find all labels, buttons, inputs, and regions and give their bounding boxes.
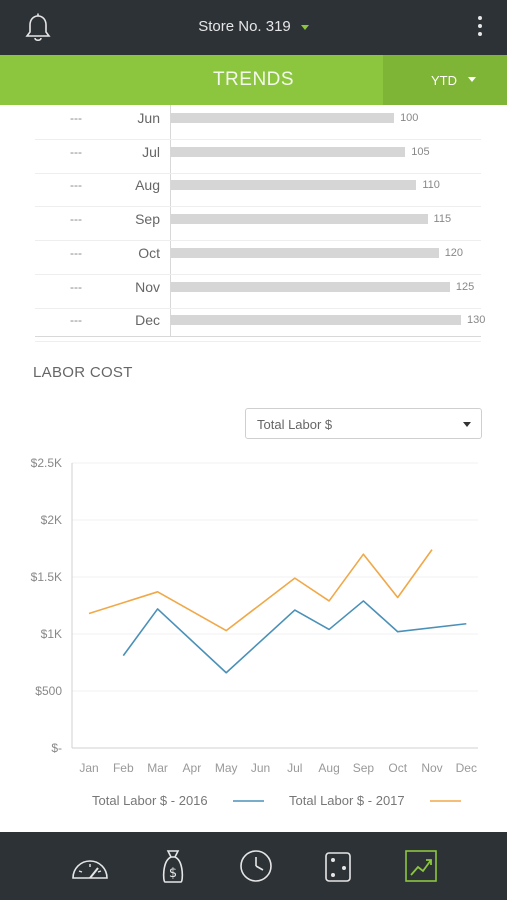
- bar-row-value: 115: [433, 213, 452, 226]
- bar-row-dash: ---: [70, 144, 82, 159]
- period-label: YTD: [431, 73, 457, 88]
- series-line-1: [122, 600, 467, 674]
- trends-title: TRENDS: [212, 69, 295, 90]
- store-selector[interactable]: Store No. 319: [0, 18, 507, 35]
- bar-row-dash: ---: [70, 245, 82, 260]
- bar-row-oct: --- Oct 120: [35, 240, 481, 275]
- bar-row-value: 100: [400, 112, 419, 124]
- bar-row-month: Aug: [135, 177, 160, 194]
- more-options-icon[interactable]: [477, 16, 483, 40]
- bar-row-value: 120: [444, 246, 464, 259]
- bar-row-nov: --- Nov 125: [35, 274, 481, 309]
- store-label: Store No. 319: [198, 18, 291, 35]
- bar-axis: [170, 105, 171, 337]
- bar-row-dash: ---: [70, 279, 82, 294]
- bar-row-value: 130: [467, 314, 486, 327]
- x-tick-label: Mar: [147, 761, 168, 775]
- bar-row-dash: ---: [70, 111, 82, 125]
- x-tick-label: Nov: [421, 761, 442, 775]
- monthly-bar-list: --- Jun 100 --- Jul 105 --- Aug 110 --- Sep 115 --- O…: [35, 105, 485, 343]
- x-tick-label: Oct: [388, 761, 407, 775]
- trend-chart-icon[interactable]: [401, 846, 441, 886]
- legend-entry-1: Total Labor $ - 2016: [92, 793, 208, 808]
- bar-row-fill: [171, 281, 450, 292]
- series-line-2: [88, 549, 433, 632]
- x-tick-label: Jan: [79, 761, 98, 775]
- bar-row-dash: ---: [70, 178, 82, 193]
- labor-cost-title: LABOR COST: [33, 364, 133, 381]
- chevron-down-icon: [468, 77, 476, 82]
- bar-row-value: 110: [422, 179, 440, 192]
- chevron-down-icon: [300, 24, 309, 30]
- svg-text:$: $: [169, 866, 177, 881]
- bottom-nav: $: [0, 832, 507, 900]
- bar-row-dash: ---: [70, 212, 82, 227]
- wallet-icon[interactable]: [318, 846, 358, 886]
- labor-cost-line-chart: $- $500 $1K $1.5K $2K $2.5K Jan Feb Mar Apr May Jun…: [31, 456, 478, 808]
- bar-row-fill: [171, 180, 417, 191]
- bar-row-month: Oct: [138, 244, 160, 261]
- y-tick-label: $2K: [41, 513, 62, 527]
- x-tick-label: Feb: [113, 761, 134, 775]
- bar-row-dash: ---: [70, 313, 82, 328]
- bar-row-month: Jul: [142, 143, 160, 160]
- bar-row-value: 125: [455, 280, 475, 293]
- y-tick-label: $500: [35, 684, 62, 698]
- bell-icon[interactable]: [24, 13, 52, 43]
- bar-row-month: Sep: [135, 211, 160, 228]
- bar-row-fill: [171, 247, 439, 258]
- y-tick-label: $-: [51, 741, 62, 755]
- x-tick-label: Jun: [251, 761, 270, 775]
- bar-row-aug: --- Aug 110: [35, 172, 481, 208]
- x-tick-label: Jul: [287, 761, 302, 775]
- speedometer-icon[interactable]: [70, 846, 110, 886]
- bar-row-fill: [171, 315, 461, 326]
- bar-row-month: Jun: [137, 110, 160, 126]
- money-bag-icon[interactable]: $: [153, 846, 193, 886]
- y-tick-label: $1.5K: [31, 570, 62, 584]
- legend-entry-2: Total Labor $ - 2017: [289, 793, 405, 808]
- x-tick-label: Dec: [456, 761, 477, 775]
- bar-row-value: 105: [411, 145, 430, 158]
- x-tick-label: Aug: [318, 761, 339, 775]
- x-tick-label: Apr: [183, 761, 202, 775]
- clock-icon[interactable]: [236, 846, 276, 886]
- bar-row-jun: --- Jun 100: [35, 105, 481, 140]
- list-divider: [35, 336, 481, 337]
- bar-row-jul: --- Jul 105: [35, 139, 481, 174]
- bar-row-month: Dec: [135, 312, 160, 329]
- chevron-down-icon: [463, 422, 471, 427]
- x-tick-label: Sep: [353, 761, 375, 775]
- labor-metric-value: Total Labor $: [257, 417, 333, 432]
- top-bar: Store No. 319: [0, 0, 507, 55]
- trends-bar: TRENDS YTD: [0, 55, 507, 105]
- bar-row-sep: --- Sep 115: [35, 206, 481, 242]
- bar-row-fill: [171, 113, 395, 123]
- labor-metric-select[interactable]: Total Labor $: [245, 408, 482, 439]
- bar-row-month: Nov: [135, 278, 160, 295]
- y-tick-label: $2.5K: [31, 456, 62, 470]
- y-tick-label: $1K: [41, 627, 62, 641]
- bar-row-fill: [171, 146, 406, 157]
- period-selector[interactable]: YTD: [383, 55, 507, 105]
- bar-row-fill: [171, 214, 428, 225]
- bar-row-dec: --- Dec 130: [35, 307, 485, 343]
- x-tick-label: May: [215, 761, 238, 775]
